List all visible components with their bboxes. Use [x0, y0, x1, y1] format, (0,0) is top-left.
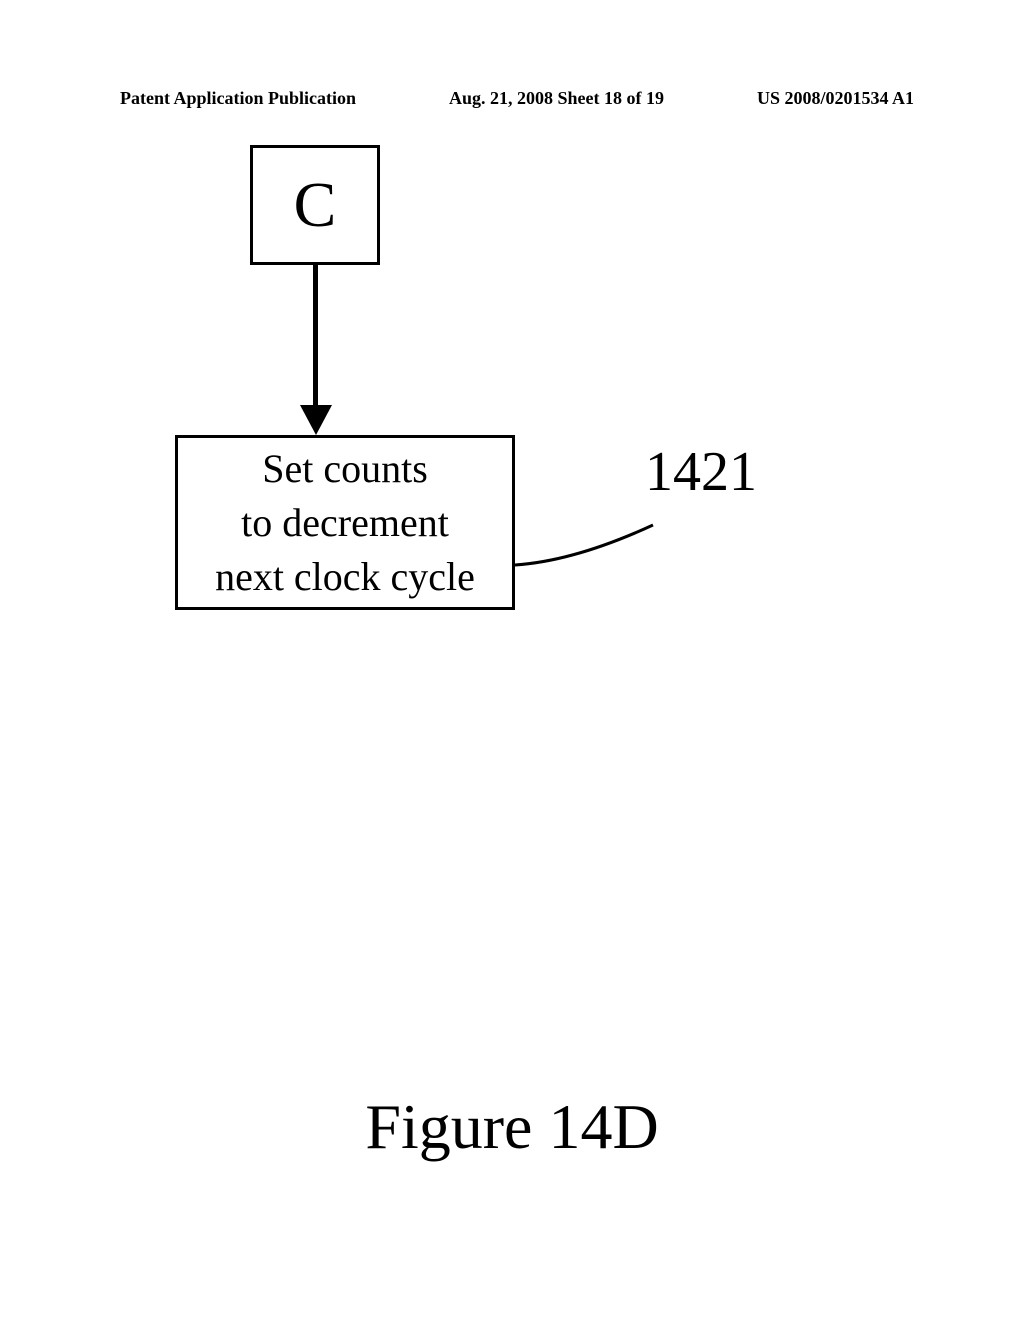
- arrow-head-icon: [300, 405, 332, 435]
- page-header: Patent Application Publication Aug. 21, …: [0, 88, 1024, 109]
- figure-caption: Figure 14D: [0, 1090, 1024, 1164]
- connector-node-c: C: [250, 145, 380, 265]
- step-line-1: Set counts: [262, 442, 428, 496]
- header-publication: Patent Application Publication: [120, 88, 356, 109]
- flowchart-diagram: C Set counts to decrement next clock cyc…: [175, 145, 875, 665]
- header-doc-number: US 2008/0201534 A1: [757, 88, 914, 109]
- connector-c-label: C: [294, 168, 337, 242]
- arrow-line: [313, 265, 318, 417]
- step-line-3: next clock cycle: [215, 550, 475, 604]
- header-date-sheet: Aug. 21, 2008 Sheet 18 of 19: [449, 88, 664, 109]
- reference-leader-line: [515, 523, 655, 593]
- reference-number-1421: 1421: [645, 440, 757, 504]
- flow-arrow: [313, 265, 319, 435]
- process-node-1421: Set counts to decrement next clock cycle: [175, 435, 515, 610]
- step-line-2: to decrement: [241, 496, 449, 550]
